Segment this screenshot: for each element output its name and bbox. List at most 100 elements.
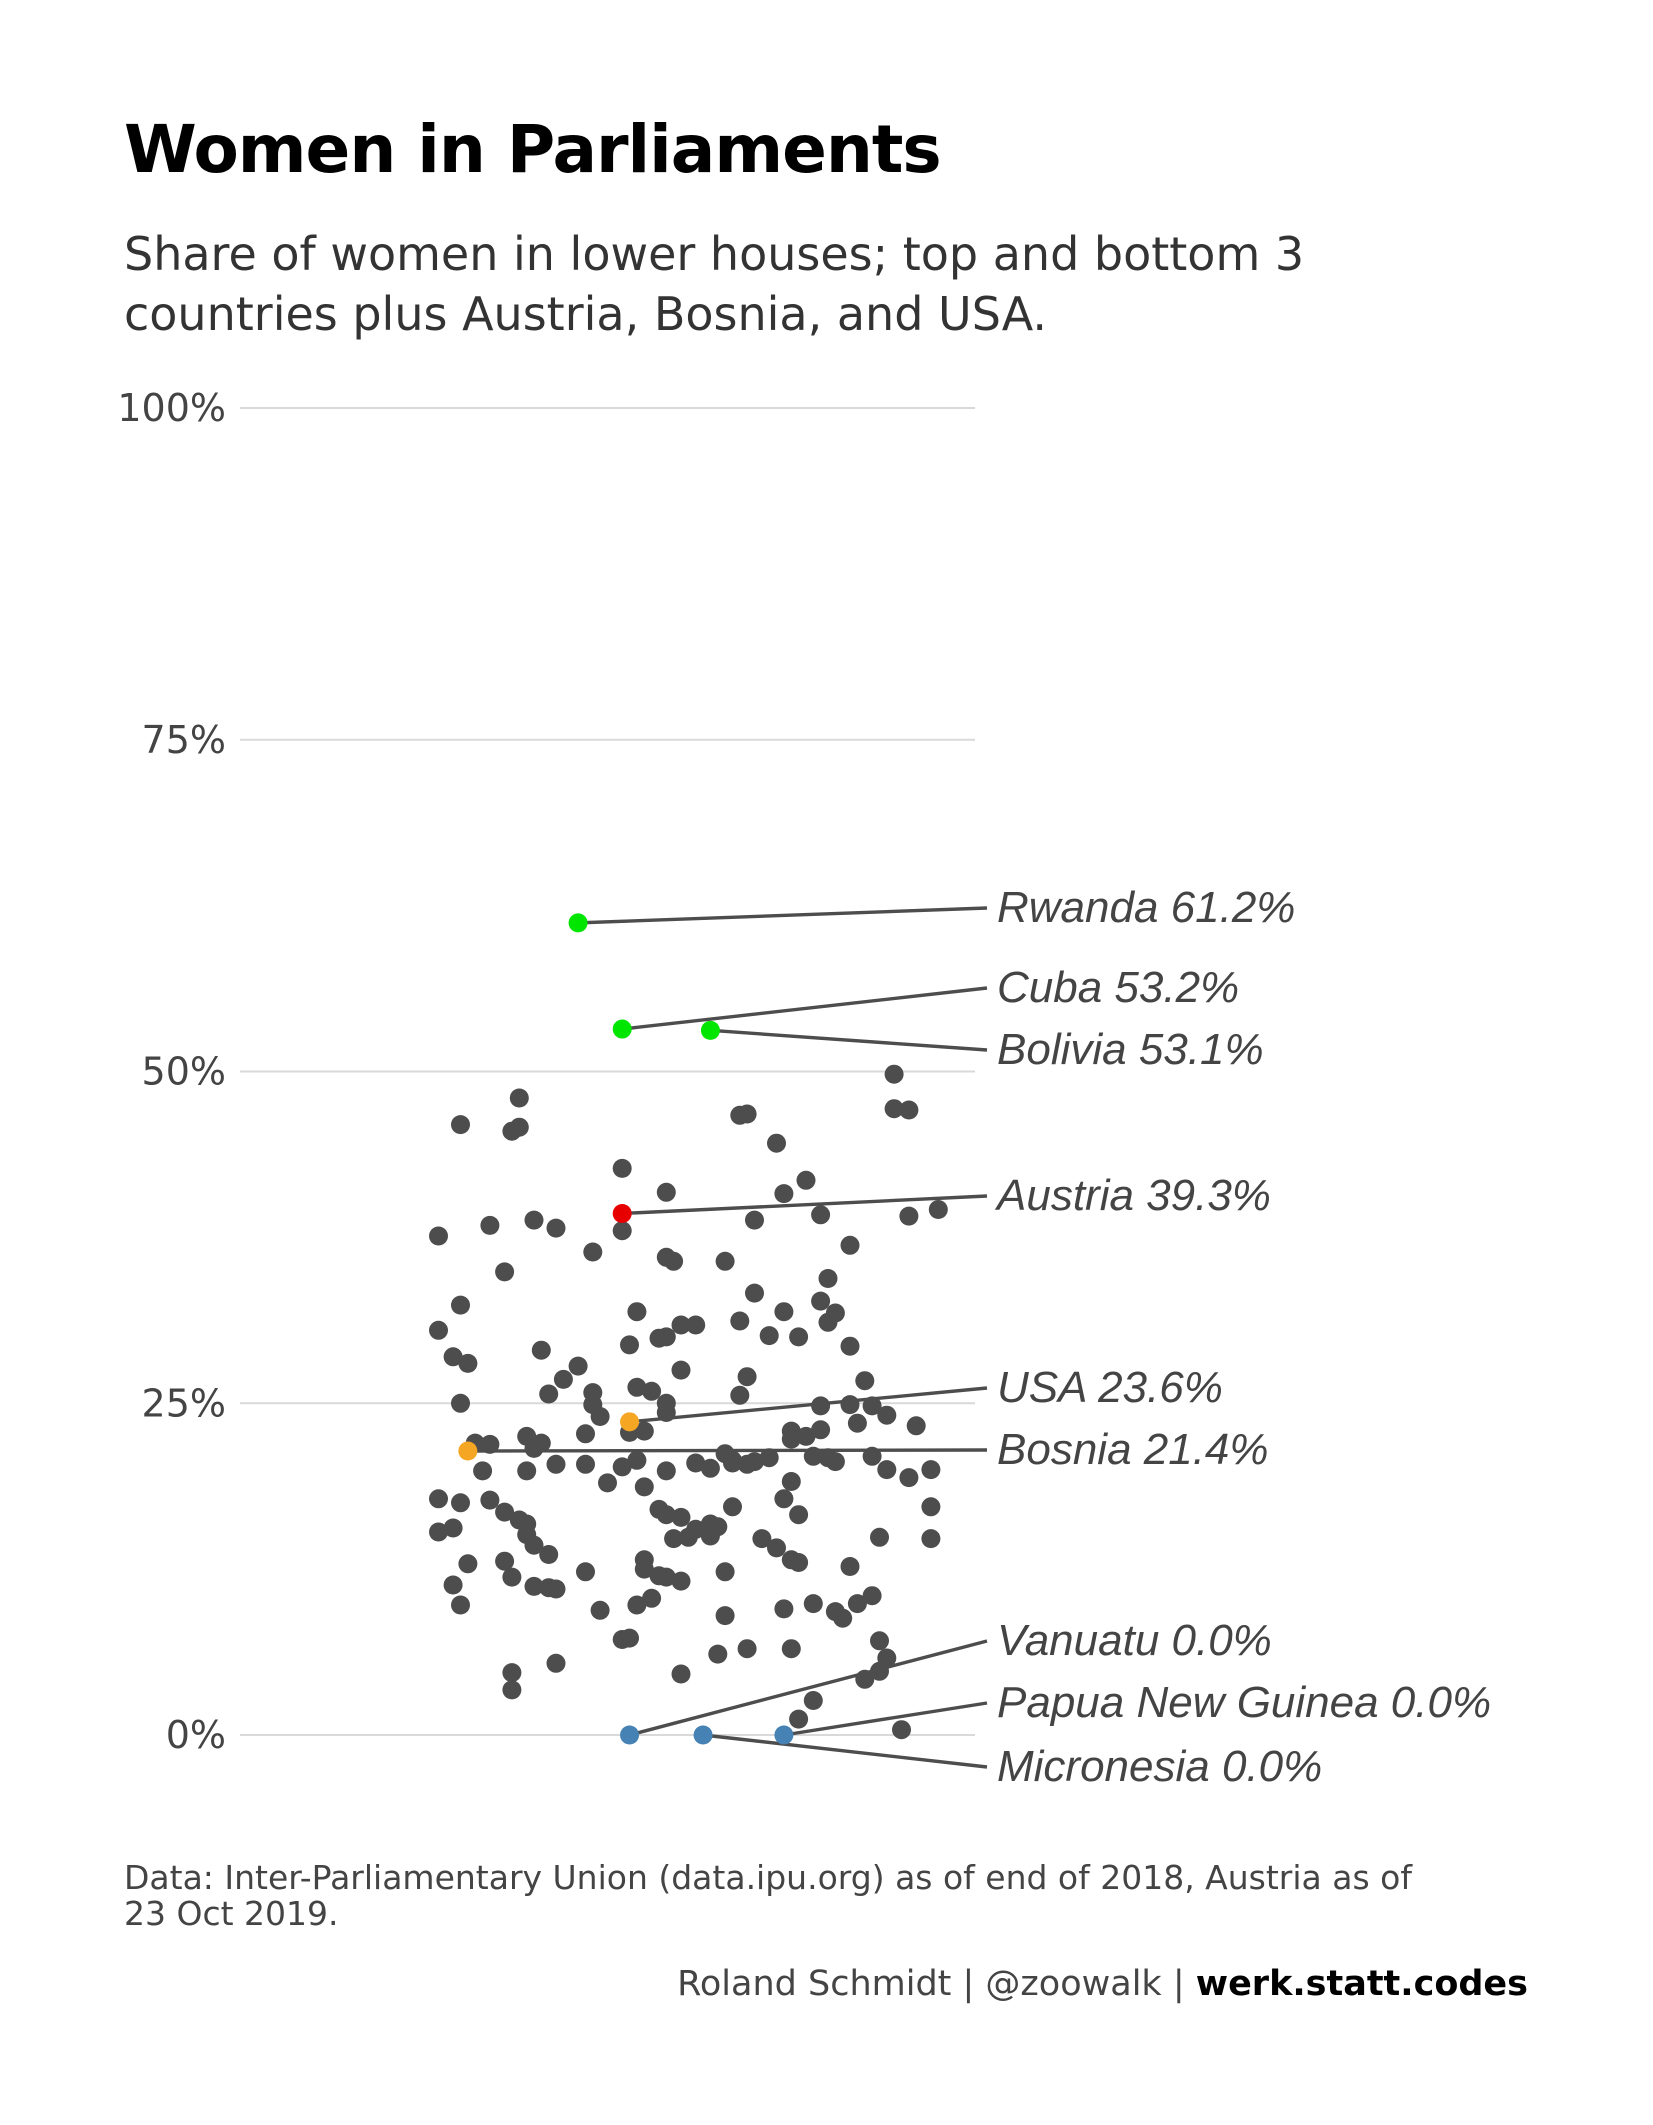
data-point: [546, 1218, 566, 1238]
data-point: [495, 1502, 515, 1522]
data-point: [759, 1326, 779, 1346]
data-point: [847, 1413, 867, 1433]
data-point: [495, 1262, 515, 1282]
data-point: [583, 1242, 603, 1262]
data-point: [451, 1393, 470, 1413]
data-point: [480, 1490, 500, 1510]
data-point: [612, 1158, 632, 1178]
data-point: [429, 1522, 448, 1542]
country-label: Papua New Guinea 0.0%: [997, 1678, 1491, 1727]
leader-line: [702, 1733, 988, 1769]
data-point: [847, 1594, 867, 1614]
data-point: [855, 1669, 875, 1689]
data-point: [576, 1454, 595, 1474]
data-point: [855, 1371, 875, 1391]
data-point: [723, 1497, 742, 1517]
data-point: [745, 1452, 764, 1472]
y-tick-label-0: 0%: [166, 1713, 226, 1757]
data-point: [892, 1720, 911, 1740]
data-point: [598, 1473, 617, 1493]
data-point: [789, 1327, 809, 1347]
leader-line: [622, 986, 988, 1031]
data-point: [737, 1639, 757, 1659]
data-point: [671, 1315, 691, 1335]
data-point: [745, 1283, 764, 1303]
data-point: [546, 1653, 566, 1673]
data-point: [590, 1407, 610, 1426]
data-point: [921, 1497, 941, 1517]
data-point: [686, 1519, 706, 1539]
highlighted-point: [458, 1441, 478, 1461]
data-point: [671, 1507, 691, 1527]
highlighted-point: [620, 1725, 640, 1745]
data-point: [576, 1424, 595, 1444]
data-point: [928, 1200, 948, 1219]
country-label: Micronesia 0.0%: [997, 1742, 1322, 1791]
data-point: [509, 1088, 529, 1108]
y-tick-label-50: 50%: [142, 1050, 226, 1094]
data-point: [781, 1639, 801, 1659]
data-point: [664, 1529, 684, 1549]
data-point: [840, 1235, 860, 1255]
data-point: [429, 1489, 448, 1509]
data-point: [568, 1356, 588, 1376]
data-point: [906, 1416, 926, 1436]
y-tick-label-100: 100%: [117, 386, 226, 430]
data-point: [708, 1644, 728, 1664]
data-point: [899, 1468, 919, 1488]
data-point: [458, 1353, 478, 1373]
data-point: [840, 1336, 860, 1356]
data-point: [502, 1680, 522, 1700]
data-point: [517, 1461, 537, 1481]
highlighted-point: [693, 1725, 713, 1745]
country-label: Bolivia 53.1%: [997, 1025, 1264, 1074]
highlighted-points: [458, 913, 794, 1745]
data-point: [700, 1458, 720, 1478]
data-point: [715, 1562, 735, 1582]
data-point: [752, 1529, 772, 1549]
data-point: [774, 1489, 794, 1509]
country-label: USA 23.6%: [997, 1363, 1223, 1412]
data-point: [502, 1663, 522, 1683]
data-point: [656, 1567, 676, 1587]
data-point: [627, 1595, 647, 1615]
credit-line: Roland Schmidt | @zoowalk | werk.statt.c…: [677, 1964, 1528, 2004]
data-point: [840, 1395, 860, 1415]
data-point: [590, 1600, 610, 1620]
data-point: [524, 1210, 544, 1230]
data-point: [671, 1664, 691, 1684]
data-point: [451, 1115, 470, 1135]
highlighted-point: [568, 913, 588, 933]
data-point: [870, 1661, 889, 1681]
leader-line: [783, 1701, 988, 1737]
data-point: [789, 1709, 809, 1729]
data-point: [862, 1586, 882, 1606]
credit-site: werk.statt.codes: [1196, 1964, 1528, 2004]
data-point: [811, 1205, 831, 1225]
data-point: [767, 1133, 786, 1153]
highlighted-point: [774, 1725, 794, 1745]
data-point: [473, 1461, 493, 1481]
country-label: Bosnia 21.4%: [997, 1425, 1269, 1474]
data-point: [627, 1450, 647, 1470]
data-point: [539, 1384, 559, 1404]
chart-subtitle-line-1: Share of women in lower houses; top and …: [124, 227, 1304, 281]
data-point: [671, 1571, 691, 1591]
label-leader-lines: [467, 906, 988, 1769]
data-point: [862, 1446, 882, 1466]
data-point: [767, 1538, 786, 1558]
gridlines: [240, 407, 975, 1736]
data-point: [737, 1104, 757, 1124]
data-point: [877, 1405, 897, 1425]
data-point: [671, 1360, 691, 1380]
data-point: [524, 1576, 544, 1596]
data-point: [642, 1588, 662, 1608]
leader-line: [578, 906, 988, 925]
data-point: [796, 1426, 816, 1446]
data-point: [620, 1335, 639, 1355]
data-point: [789, 1553, 809, 1572]
y-tick-label-75: 75%: [142, 718, 226, 762]
data-point: [737, 1367, 757, 1387]
data-point: [833, 1608, 853, 1628]
data-points: [429, 1064, 948, 1740]
